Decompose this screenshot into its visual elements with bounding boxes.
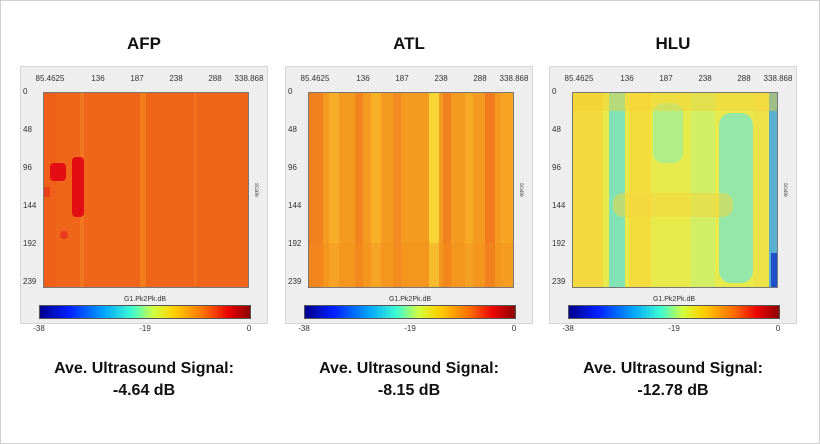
x-tick: 238 [434, 74, 448, 83]
colorbar [304, 305, 516, 319]
caption-label: Ave. Ultrasound Signal: [319, 360, 499, 377]
y-tick: 144 [288, 201, 302, 210]
y-tick: 48 [23, 125, 32, 134]
x-tick: 85.4625 [35, 74, 65, 83]
colorbar-title: G1.Pk2Pk.dB [123, 296, 167, 303]
colorbar-tick: 0 [511, 324, 517, 333]
x-tick: 136 [620, 74, 634, 83]
y-tick: 144 [23, 201, 37, 210]
caption-label: Ave. Ultrasound Signal: [583, 360, 763, 377]
plot-box: 85.4625 136 187 238 288 338.868 0 48 96 … [285, 66, 533, 333]
caption-label: Ave. Ultrasound Signal: [54, 360, 234, 377]
y-tick: 48 [552, 125, 561, 134]
x-tick: 288 [473, 74, 487, 83]
heatmap-afp [43, 92, 249, 288]
y-tick: 239 [552, 277, 566, 286]
side-label: scale [518, 183, 524, 198]
colorbar-title: G1.Pk2Pk.dB [652, 296, 696, 303]
x-tick: 85.4625 [300, 74, 330, 83]
colorbar-tick: -19 [139, 324, 151, 333]
colorbar-title: G1.Pk2Pk.dB [388, 296, 432, 303]
side-label: scale [253, 183, 259, 198]
signal-caption: Ave. Ultrasound Signal: -8.15 dB [275, 358, 543, 402]
y-tick: 192 [288, 239, 302, 248]
y-tick: 96 [288, 163, 297, 172]
x-tick: 187 [659, 74, 673, 83]
x-tick: 338.868 [234, 74, 264, 83]
caption-value: -12.78 dB [637, 382, 709, 399]
panel-title: HLU [655, 34, 691, 53]
signal-caption: Ave. Ultrasound Signal: -12.78 dB [539, 358, 807, 402]
y-tick: 48 [288, 125, 297, 134]
panel-title: ATL [393, 34, 425, 53]
y-tick: 96 [552, 163, 561, 172]
x-tick: 136 [91, 74, 105, 83]
y-tick: 0 [552, 87, 557, 96]
x-tick: 85.4625 [564, 74, 594, 83]
colorbar [39, 305, 251, 319]
x-tick: 288 [208, 74, 222, 83]
colorbar-tick: 0 [775, 324, 781, 333]
x-tick: 136 [356, 74, 370, 83]
colorbar-tick: -19 [404, 324, 416, 333]
panel-title: AFP [127, 34, 161, 53]
y-tick: 192 [552, 239, 566, 248]
x-tick: 338.868 [763, 74, 793, 83]
x-tick: 238 [698, 74, 712, 83]
plot-box: 85.4625 136 187 238 288 338.868 0 48 96 … [549, 66, 797, 333]
plot-box: 85.4625 136 187 238 288 338.868 0 48 96 … [20, 66, 268, 333]
colorbar [568, 305, 780, 319]
colorbar-tick: -38 [298, 324, 310, 333]
colorbar-tick: -38 [33, 324, 45, 333]
colorbar-tick: -19 [668, 324, 680, 333]
x-tick: 187 [130, 74, 144, 83]
y-tick: 144 [552, 201, 566, 210]
y-tick: 0 [288, 87, 293, 96]
side-label: scale [782, 183, 788, 198]
signal-caption: Ave. Ultrasound Signal: -4.64 dB [10, 358, 278, 402]
colorbar-tick: -38 [562, 324, 574, 333]
caption-value: -8.15 dB [377, 382, 441, 399]
heatmap-hlu [572, 92, 778, 288]
x-tick: 187 [395, 74, 409, 83]
caption-value: -4.64 dB [112, 382, 176, 399]
y-tick: 0 [23, 87, 28, 96]
colorbar-tick: 0 [246, 324, 252, 333]
x-tick: 238 [169, 74, 183, 83]
y-tick: 239 [288, 277, 302, 286]
y-tick: 239 [23, 277, 37, 286]
x-tick: 338.868 [499, 74, 529, 83]
heatmap-atl [308, 92, 514, 288]
x-tick: 288 [737, 74, 751, 83]
y-tick: 96 [23, 163, 32, 172]
y-tick: 192 [23, 239, 37, 248]
